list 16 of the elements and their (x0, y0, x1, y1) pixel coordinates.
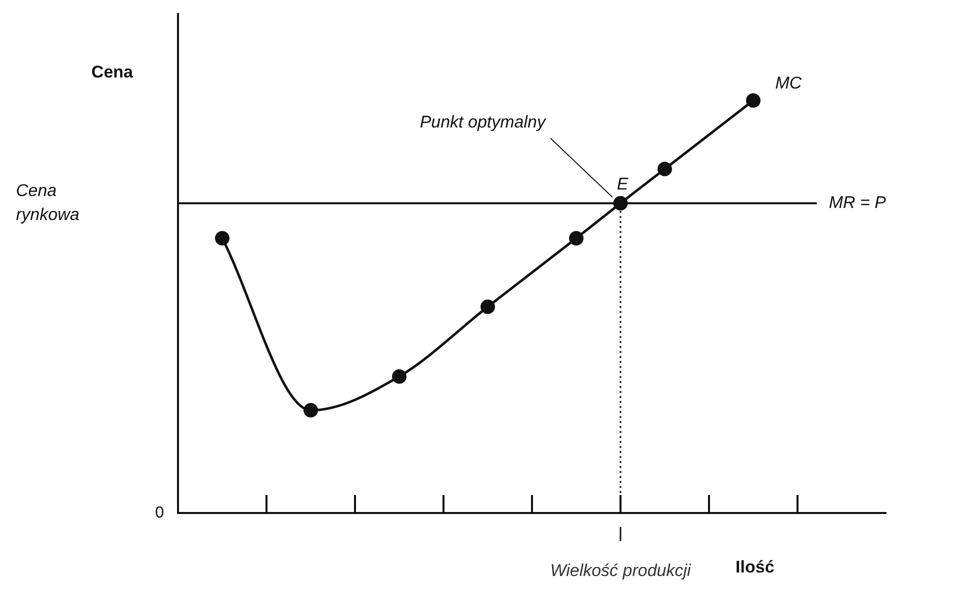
y-axis-title: Cena (91, 62, 134, 82)
ref-line-label: MR = P (828, 192, 887, 212)
point (215, 231, 230, 246)
annotation: E (616, 174, 629, 194)
series-label: MC (775, 74, 802, 93)
annotation: Punkt optymalny (420, 112, 547, 132)
text: Wielkość produkcji (550, 561, 692, 580)
point (658, 162, 672, 176)
text: Cena rynkowa (16, 180, 80, 224)
point (746, 93, 760, 108)
point (569, 231, 584, 246)
point (392, 369, 406, 384)
point (304, 403, 318, 418)
x-axis-title: Ilość (736, 558, 774, 577)
text: 0 (155, 504, 164, 522)
point (480, 300, 495, 314)
